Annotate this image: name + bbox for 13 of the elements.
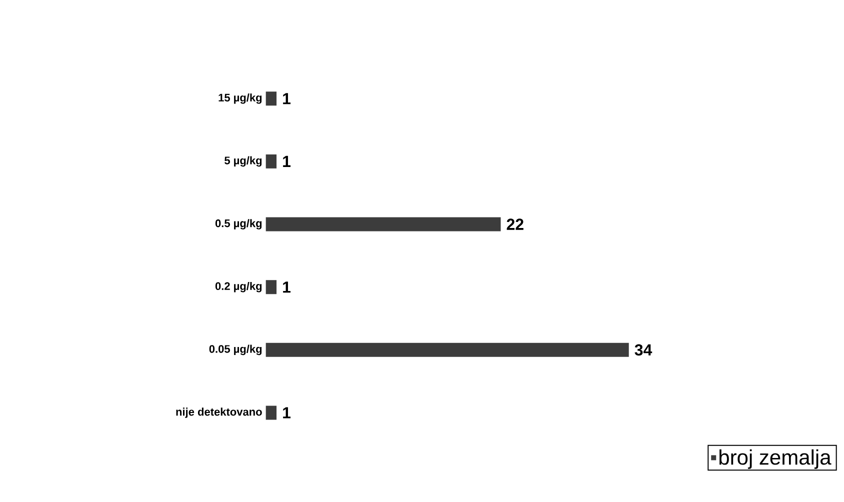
data-label: 34 <box>634 344 652 356</box>
data-label: 1 <box>283 407 291 418</box>
data-label: 1 <box>283 156 291 167</box>
y-tick-label: 5 µg/kg <box>224 156 262 167</box>
data-label: 1 <box>283 93 291 104</box>
data-label: 22 <box>506 218 524 230</box>
y-tick-label: 0.5 µg/kg <box>215 219 262 230</box>
data-label: 1 <box>283 282 291 293</box>
y-tick-label: 0.05 µg/kg <box>209 344 262 356</box>
y-tick-label: nije detektovano <box>176 408 262 418</box>
y-tick-label: 15 µg/kg <box>218 93 262 104</box>
legend-label: broj zemalja <box>719 449 832 469</box>
y-tick-label: 0.2 µg/kg <box>215 282 262 292</box>
